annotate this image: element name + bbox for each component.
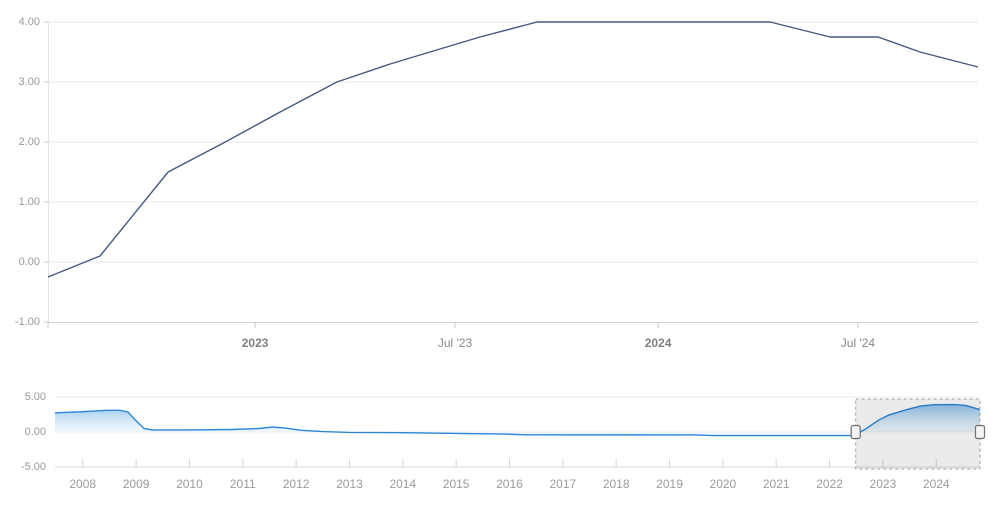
main-gridlines <box>44 21 978 323</box>
nav-area-series <box>55 404 980 436</box>
nav-x-axis-label: 2008 <box>69 477 97 491</box>
nav-x-axis-label: 2017 <box>549 477 577 491</box>
nav-y-axis-label: -5.00 <box>20 461 46 473</box>
nav-x-axis-label: 2022 <box>816 477 843 491</box>
nav-line-series <box>54 403 981 437</box>
nav-x-axis-label: 2019 <box>656 477 683 491</box>
main-x-axis-label: Jul '24 <box>840 336 876 350</box>
main-y-axis-label: 0.00 <box>18 256 40 268</box>
nav-y-axis-label: 0.00 <box>24 426 46 438</box>
main-y-axis-label: 2.00 <box>18 136 40 148</box>
nav-x-axis-label: 2020 <box>709 477 737 491</box>
main-x-axis-label: 2024 <box>644 336 672 350</box>
nav-x-axis-ticks <box>82 459 937 467</box>
main-y-axis-label: 1.00 <box>18 196 40 208</box>
main-x-axis-label: 2023 <box>241 336 269 350</box>
navigator-right-handle[interactable] <box>974 424 986 440</box>
nav-x-axis-label: 2014 <box>389 477 417 491</box>
nav-x-axis-label: 2010 <box>176 477 203 491</box>
nav-x-axis-label: 2011 <box>229 477 256 491</box>
navigator-left-handle[interactable] <box>850 424 861 440</box>
rate-line-series <box>47 21 979 278</box>
nav-y-axis-label: 5.00 <box>24 391 46 403</box>
nav-x-axis-label: 2016 <box>496 477 523 491</box>
main-y-axis-label: 3.00 <box>18 76 40 88</box>
nav-x-axis-label: 2009 <box>122 477 150 491</box>
navigator-plot[interactable] <box>54 392 986 476</box>
nav-x-axis-label: 2013 <box>336 477 363 491</box>
nav-x-axis-label: 2024 <box>922 477 950 491</box>
nav-x-axis-label: 2018 <box>602 477 630 491</box>
nav-x-axis-label: 2021 <box>762 477 790 491</box>
main-chart-plot[interactable] <box>44 12 979 330</box>
main-x-axis-ticks <box>47 322 859 328</box>
navigator-selection[interactable] <box>855 398 981 470</box>
nav-x-axis-label: 2023 <box>869 477 897 491</box>
nav-x-axis-label: 2012 <box>282 477 310 491</box>
main-y-axis-label: -1.00 <box>14 316 40 328</box>
nav-x-axis-label: 2015 <box>442 477 470 491</box>
main-x-axis-label: Jul '23 <box>437 336 473 350</box>
main-y-axis-label: 4.00 <box>18 16 40 28</box>
